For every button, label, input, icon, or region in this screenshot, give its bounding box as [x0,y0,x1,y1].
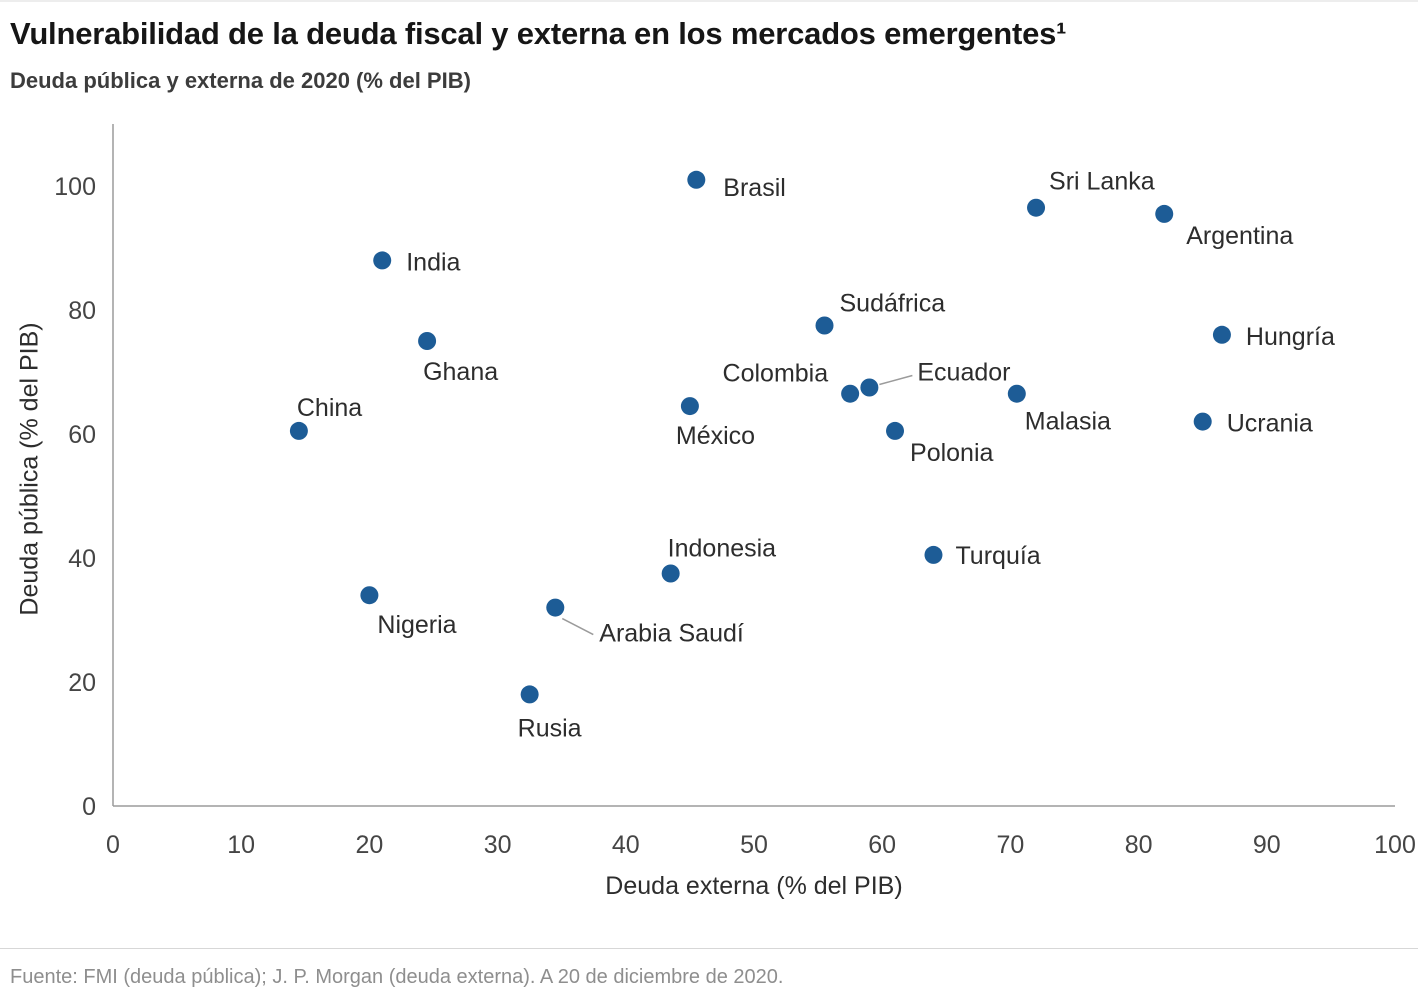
y-tick-label: 20 [68,669,96,697]
point-label: Brasil [723,174,786,202]
label-connector [879,374,913,386]
x-tick-label: 100 [1374,831,1416,859]
point-label: India [406,248,460,276]
y-tick-label: 80 [68,297,96,325]
chart-subtitle: Deuda pública y externa de 2020 (% del P… [10,68,471,93]
data-point [860,378,879,397]
point-label: Sri Lanka [1049,168,1155,196]
point-label: Ucrania [1227,410,1313,438]
point-label: Indonesia [668,535,777,563]
data-point [1155,204,1174,223]
data-point [1007,384,1026,403]
point-label: México [676,422,755,450]
scatter-plot: 0 10 20 30 40 50 60 70 80 90 100 0 20 40 60 80 100 Brasil… [54,124,1416,859]
x-tick-label: 40 [612,831,640,859]
source-note: Fuente: FMI (deuda pública); J. P. Morga… [0,948,1418,1005]
point-label: Arabia Saudí [599,620,744,648]
point-label: Ecuador [917,359,1010,387]
data-point [924,545,943,564]
x-tick-label: 50 [740,831,768,859]
x-tick-label: 10 [227,831,255,859]
y-tick-label: 100 [54,173,96,201]
point-label: Nigeria [377,611,456,639]
point-label: China [297,394,362,422]
data-point [815,316,834,335]
data-point [687,170,706,189]
data-point [546,598,565,617]
label-connector [561,617,594,636]
point-label: Sudáfrica [840,290,946,318]
point-label: Rusia [518,714,582,742]
data-point [289,421,308,440]
data-point [520,685,539,704]
x-tick-label: 0 [106,831,120,859]
chart-header: Vulnerabilidad de la deuda fiscal y exte… [0,2,1418,94]
y-tick-label: 0 [82,793,96,821]
data-point [661,564,680,583]
point-label: Polonia [910,439,993,467]
page-title: Vulnerabilidad de la deuda fiscal y exte… [10,16,1067,51]
x-tick-label: 70 [996,831,1024,859]
y-axis-title: Deuda pública (% del PIB) [15,322,44,616]
data-point [360,586,379,605]
x-tick-label: 90 [1253,831,1281,859]
point-label: Malasia [1025,408,1111,436]
point-label: Ghana [423,358,498,386]
point-label: Hungría [1246,323,1335,351]
data-point [1027,198,1046,217]
x-axis-title: Deuda externa (% del PIB) [605,872,903,900]
y-tick-label: 40 [68,545,96,573]
x-tick-label: 30 [484,831,512,859]
x-tick-label: 20 [355,831,383,859]
x-tick-label: 80 [1125,831,1153,859]
x-tick-label: 60 [868,831,896,859]
data-point [373,251,392,270]
data-point [841,384,860,403]
data-point [886,421,905,440]
data-point [1193,412,1212,431]
data-point [680,397,699,416]
point-label: Turquía [955,542,1040,570]
data-point [1212,325,1231,344]
data-point [418,332,437,350]
point-label: Colombia [723,360,829,388]
y-tick-label: 60 [68,421,96,449]
point-label: Argentina [1186,222,1293,250]
